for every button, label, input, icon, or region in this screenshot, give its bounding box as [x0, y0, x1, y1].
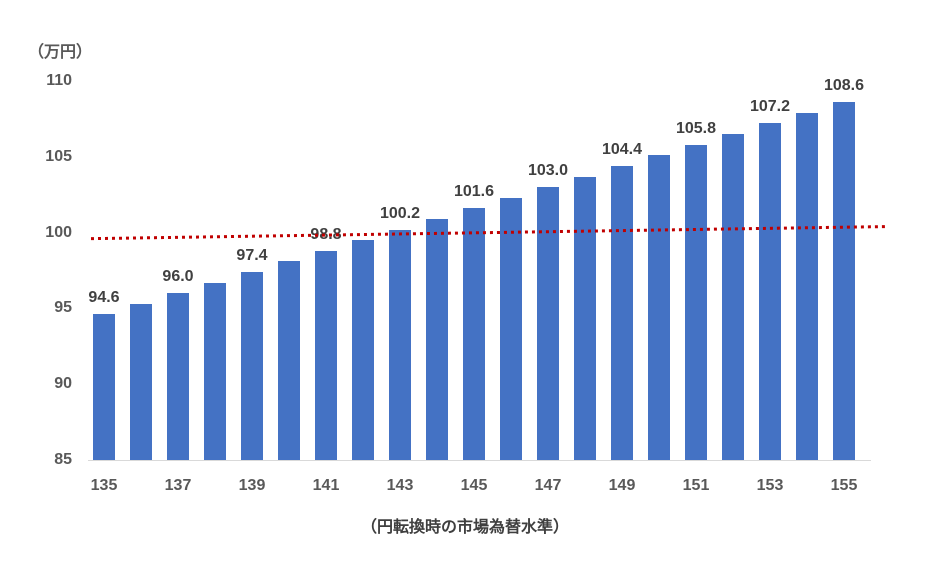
x-axis-tick-143: 143 — [386, 477, 414, 494]
bar-data-label-147: 103.0 — [527, 162, 569, 180]
bar-data-label-149: 104.4 — [601, 140, 643, 158]
x-axis-tick-155: 155 — [830, 477, 858, 494]
bar-136 — [130, 303, 152, 460]
x-axis-line — [88, 460, 871, 461]
bar-data-label-153: 107.2 — [749, 98, 791, 116]
x-axis-tick-147: 147 — [534, 477, 562, 494]
x-axis-tick-145: 145 — [460, 477, 488, 494]
x-axis-tick-139: 139 — [238, 477, 266, 494]
bar-data-label-139: 97.4 — [236, 247, 268, 265]
bar-144 — [426, 218, 448, 460]
bar-139 — [241, 272, 263, 460]
y-axis-tick-105: 105 — [45, 147, 72, 165]
bar-153 — [759, 123, 781, 460]
bar-data-label-143: 100.2 — [379, 204, 421, 222]
bar-152 — [722, 134, 744, 460]
y-axis-tick-90: 90 — [54, 375, 72, 393]
x-axis-title: （円転換時の市場為替水準） — [360, 519, 570, 536]
y-axis-tick-100: 100 — [45, 223, 72, 241]
bar-154 — [796, 112, 818, 460]
bar-148 — [574, 176, 596, 460]
bar-141 — [315, 250, 337, 460]
bar-data-label-155: 108.6 — [823, 77, 865, 95]
bar-data-label-145: 101.6 — [453, 183, 495, 201]
bar-data-label-137: 96.0 — [162, 268, 194, 286]
x-axis-tick-135: 135 — [90, 477, 118, 494]
bar-150 — [648, 155, 670, 460]
x-axis-tick-151: 151 — [682, 477, 710, 494]
bar-140 — [278, 261, 300, 460]
bar-155 — [833, 102, 855, 460]
bar-137 — [167, 293, 189, 460]
bar-data-label-135: 94.6 — [88, 289, 120, 307]
bar-135 — [93, 314, 115, 460]
bar-data-label-141: 98.8 — [310, 225, 342, 243]
x-axis-tick-137: 137 — [164, 477, 192, 494]
y-axis-tick-85: 85 — [54, 451, 72, 468]
bar-145 — [463, 208, 485, 460]
bar-143 — [389, 229, 411, 460]
x-axis-tick-141: 141 — [312, 477, 340, 494]
bar-151 — [685, 144, 707, 460]
bar-149 — [611, 165, 633, 460]
bar-data-label-151: 105.8 — [675, 119, 717, 137]
bar-142 — [352, 240, 374, 460]
y-axis-tick-110: 110 — [46, 72, 72, 89]
y-axis-unit-label: （万円） — [28, 44, 93, 61]
bar-147 — [537, 187, 559, 460]
x-axis-tick-149: 149 — [608, 477, 636, 494]
y-axis-tick-95: 95 — [54, 299, 72, 317]
x-axis-tick-153: 153 — [756, 477, 784, 494]
bar-146 — [500, 197, 522, 460]
bar-138 — [204, 282, 226, 460]
